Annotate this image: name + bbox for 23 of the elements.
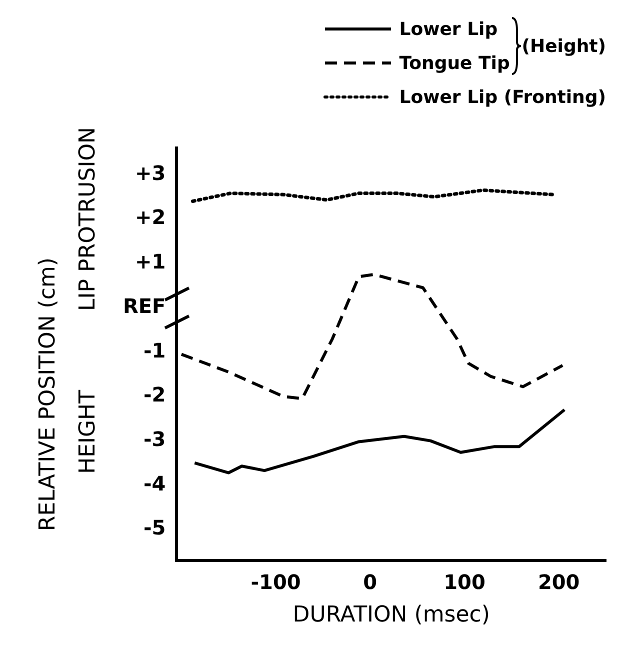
text: HEIGHT	[75, 389, 100, 474]
text: LIP PROTRUSION	[75, 127, 100, 311]
legend-label: Lower Lip (Fronting)	[399, 86, 606, 108]
y-tick-label: +2	[135, 205, 166, 230]
line-series	[180, 272, 564, 400]
y-tick-label: REF	[122, 294, 166, 318]
y-axis-title: RELATIVE POSITION (cm)	[35, 258, 60, 532]
y-tick-label: -2	[144, 382, 166, 407]
y-tick-label: -3	[144, 427, 166, 452]
y-tick-label: -1	[144, 338, 166, 362]
line-series	[191, 188, 555, 203]
x-tick-label: 100	[444, 570, 486, 594]
x-tick-label: -100	[250, 570, 301, 594]
y-tick-label: +1	[135, 250, 166, 274]
legend-label: Lower Lip	[399, 18, 498, 40]
y-tick-label: -5	[144, 516, 166, 540]
y-tick-label: -4	[144, 471, 166, 496]
x-tick-label: 0	[363, 570, 378, 594]
x-tick-label: 200	[538, 570, 580, 594]
text: (Height)	[522, 36, 606, 56]
legend-label: Tongue Tip	[399, 52, 510, 74]
y-tick-label: +3	[135, 160, 166, 185]
x-axis-title: DURATION (msec)	[292, 602, 490, 628]
